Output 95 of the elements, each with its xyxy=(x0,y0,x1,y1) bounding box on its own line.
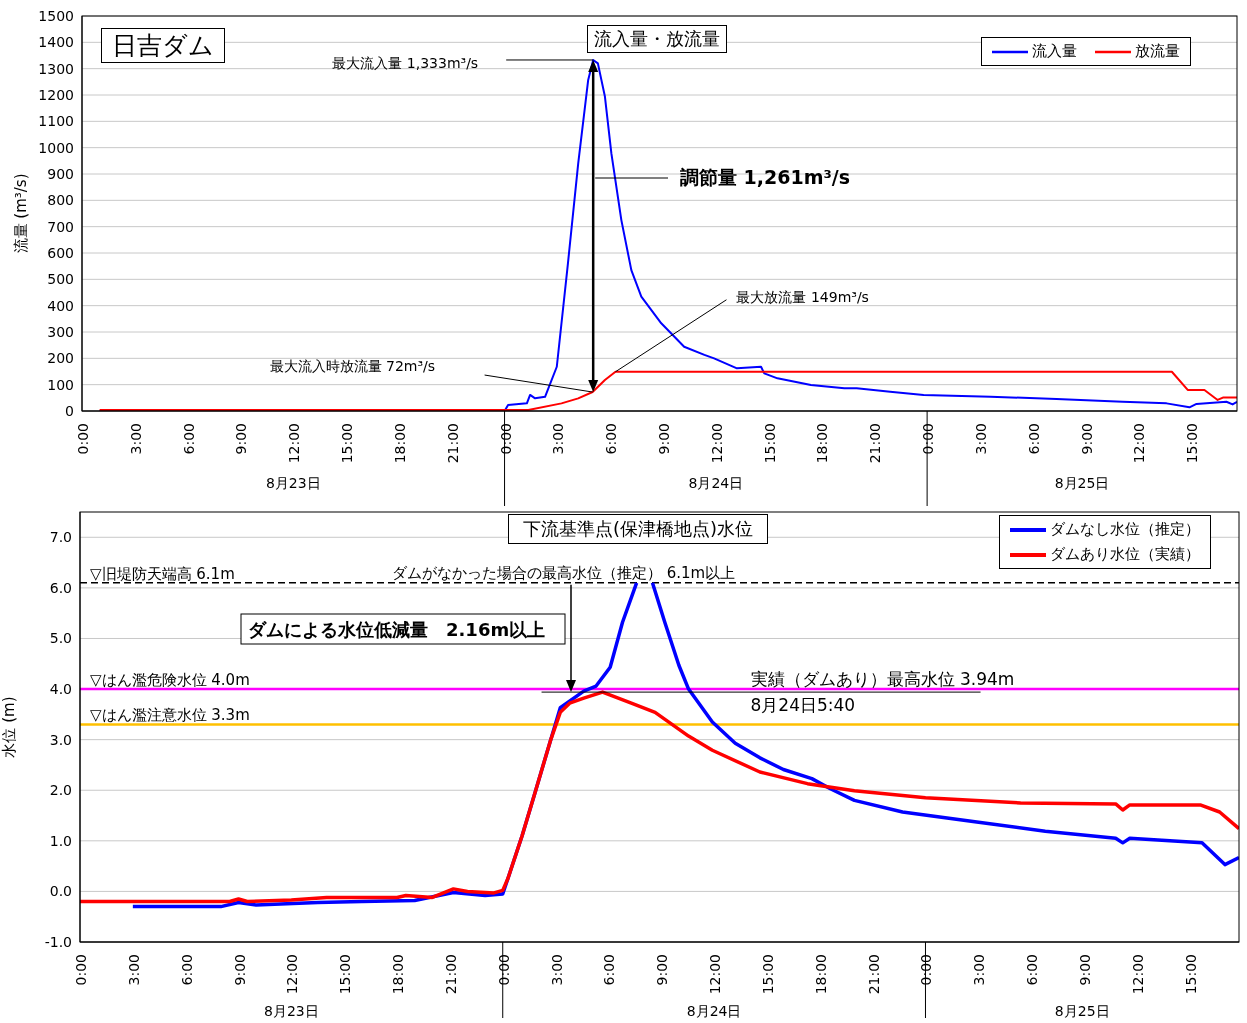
x-tick-label: 3:00 xyxy=(127,423,144,455)
text: 8月24日 xyxy=(688,475,744,491)
text: 8月23日 xyxy=(264,1003,319,1019)
y-tick-label: 1300 xyxy=(38,60,74,77)
x-tick-label: 3:00 xyxy=(972,423,989,455)
annotation: 実績（ダムあり）最高水位 3.94m xyxy=(750,669,1015,690)
text: 8月23日 xyxy=(265,475,321,491)
y-tick-label: 0 xyxy=(65,402,74,419)
x-tick-label: 0:00 xyxy=(495,954,512,986)
x-tick-label: 9:00 xyxy=(231,954,248,986)
y-tick-label: 100 xyxy=(47,376,74,393)
x-tick-label: 9:00 xyxy=(1077,954,1093,986)
legend-label: ダムあり水位（実績） xyxy=(1050,545,1200,564)
x-tick-label: 12:00 xyxy=(707,954,724,995)
x-tick-label: 9:00 xyxy=(1078,423,1095,455)
annotation: ダムがなかった場合の最高水位（推定） 6.1m以上 xyxy=(392,563,736,582)
annotation: 最大放流量 149m³/s xyxy=(736,288,869,305)
y-tick-label: 5.0 xyxy=(49,630,72,647)
chart-title: 下流基準点(保津橋地点)水位 xyxy=(508,514,769,544)
y-tick-label: 1.0 xyxy=(49,832,72,849)
x-tick-label: 18:00 xyxy=(812,954,829,995)
x-tick-label: 12:00 xyxy=(284,954,301,995)
x-tick-label: 3:00 xyxy=(971,954,988,986)
x-tick-label: 0:00 xyxy=(73,954,89,986)
x-tick-label: 0:00 xyxy=(920,423,937,455)
y-tick-label: 1100 xyxy=(38,113,74,130)
y-tick-label: 1000 xyxy=(38,139,74,156)
x-tick-label: 3:00 xyxy=(548,954,565,986)
legend-label: ダムなし水位（推定） xyxy=(1050,520,1200,539)
x-tick-label: 15:00 xyxy=(339,423,356,464)
ref-line-label: ▽旧堤防天端高 6.1m xyxy=(90,564,235,583)
x-tick-label: 21:00 xyxy=(865,954,882,995)
y-tick-label: -1.0 xyxy=(44,933,72,950)
x-tick-label: 6:00 xyxy=(178,954,195,986)
legend-label: 流入量 xyxy=(1032,42,1077,61)
y-tick-label: 3.0 xyxy=(49,731,72,748)
annotation: 最大流入量 1,333m³/s xyxy=(332,54,479,71)
y-tick-label: 200 xyxy=(47,350,74,367)
y-tick-label: 500 xyxy=(47,271,74,288)
legend-label: 放流量 xyxy=(1135,42,1180,61)
y-tick-label: 600 xyxy=(47,244,74,261)
x-tick-label: 6:00 xyxy=(1025,423,1042,455)
x-tick-label: 9:00 xyxy=(233,423,250,455)
x-tick-label: 6:00 xyxy=(601,954,618,986)
text: 流入量・放流量 xyxy=(587,25,727,53)
x-tick-label: 15:00 xyxy=(1182,954,1199,995)
y-tick-label: 800 xyxy=(47,192,74,209)
text: 8月25日 xyxy=(1054,1003,1110,1019)
annotation: ダムによる水位低減量 2.16m以上 xyxy=(248,619,546,640)
ref-line-label: ▽はん濫注意水位 3.3m xyxy=(90,706,250,725)
x-tick-label: 18:00 xyxy=(391,423,408,464)
text: 8月24日 xyxy=(686,1003,742,1019)
x-tick-label: 9:00 xyxy=(656,423,673,455)
y-tick-label: 1500 xyxy=(38,7,74,24)
x-tick-label: 6:00 xyxy=(1024,954,1041,986)
y-tick-label: 1200 xyxy=(38,86,74,103)
y-tick-label: 2.0 xyxy=(49,782,72,799)
x-tick-label: 21:00 xyxy=(444,423,461,464)
x-tick-label: 21:00 xyxy=(442,954,459,995)
x-tick-label: 15:00 xyxy=(337,954,354,995)
x-tick-label: 15:00 xyxy=(1184,423,1201,464)
y-tick-label: 0.0 xyxy=(49,883,72,900)
annotation: 最大流入時放流量 72m³/s xyxy=(269,358,436,375)
x-tick-label: 12:00 xyxy=(286,423,303,464)
text: 8月25日 xyxy=(1054,475,1110,491)
y-axis-title: 水位 (m) xyxy=(0,696,18,758)
x-tick-label: 0:00 xyxy=(497,423,514,455)
y-tick-label: 300 xyxy=(47,323,74,340)
x-tick-label: 12:00 xyxy=(708,423,725,464)
x-tick-label: 12:00 xyxy=(1129,954,1146,995)
text: 日吉ダム xyxy=(101,28,225,63)
annotation: 8月24日5:40 xyxy=(750,695,856,716)
y-axis-title: 流量 (m³/s) xyxy=(12,173,30,254)
x-tick-label: 3:00 xyxy=(550,423,567,455)
y-tick-label: 1400 xyxy=(38,34,74,51)
x-tick-label: 15:00 xyxy=(761,423,778,464)
annotation: 調節量 1,261m³/s xyxy=(680,166,851,188)
y-tick-label: 7.0 xyxy=(49,529,72,546)
y-tick-label: 900 xyxy=(47,165,74,182)
x-tick-label: 18:00 xyxy=(390,954,407,995)
x-tick-label: 0:00 xyxy=(918,954,935,986)
ref-line-label: ▽はん濫危険水位 4.0m xyxy=(90,671,250,690)
x-tick-label: 12:00 xyxy=(1131,423,1148,464)
x-tick-label: 0:00 xyxy=(75,423,91,455)
y-tick-label: 400 xyxy=(47,297,74,314)
x-tick-label: 3:00 xyxy=(125,954,142,986)
x-tick-label: 18:00 xyxy=(814,423,831,464)
x-tick-label: 15:00 xyxy=(759,954,776,995)
x-tick-label: 6:00 xyxy=(180,423,197,455)
x-tick-label: 21:00 xyxy=(867,423,884,464)
y-tick-label: 6.0 xyxy=(49,579,72,596)
y-tick-label: 700 xyxy=(47,218,74,235)
y-tick-label: 4.0 xyxy=(49,681,72,698)
x-tick-label: 6:00 xyxy=(603,423,620,455)
x-tick-label: 9:00 xyxy=(654,954,671,986)
